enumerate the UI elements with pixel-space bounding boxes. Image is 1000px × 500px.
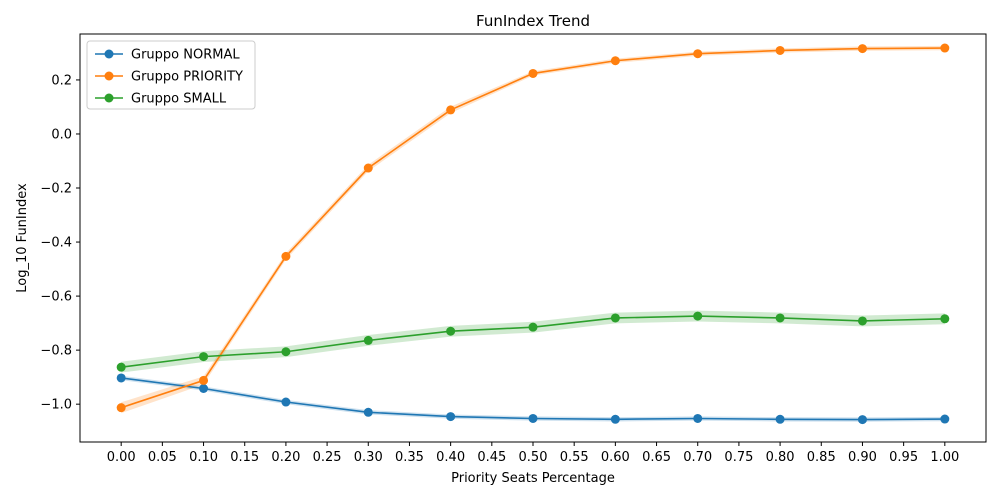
y-tick-label: 0.2 [51, 73, 72, 88]
x-tick-label: 0.95 [889, 450, 918, 465]
x-tick-label: 0.10 [189, 450, 218, 465]
x-tick-label: 0.55 [560, 450, 589, 465]
gruppo-normal-point [199, 384, 209, 394]
gruppo-small-point [940, 314, 950, 324]
gruppo-priority-point [693, 49, 703, 59]
gruppo-small-point [199, 352, 209, 362]
gruppo-priority-point [940, 43, 950, 53]
y-tick-label: −0.4 [40, 236, 72, 251]
y-tick-label: 0.0 [51, 127, 72, 142]
x-tick-label: 0.65 [642, 450, 671, 465]
x-tick-label: 0.70 [683, 450, 712, 465]
gruppo-small-point [775, 313, 785, 323]
x-tick-label: 1.00 [930, 450, 959, 465]
gruppo-normal-point [446, 412, 456, 422]
gruppo-normal-point [940, 414, 950, 424]
x-tick-label: 0.90 [848, 450, 877, 465]
gruppo-priority-point [199, 375, 209, 385]
gruppo-normal-point [857, 415, 867, 425]
gruppo-small-point [281, 347, 291, 357]
gruppo-small-point [446, 326, 456, 336]
gruppo-normal-legend-marker [104, 49, 114, 59]
y-tick-label: −1.0 [40, 398, 72, 413]
chart-title: FunIndex Trend [476, 12, 590, 30]
gruppo-priority-legend-label: Gruppo PRIORITY [131, 70, 243, 85]
gruppo-small-legend-marker [104, 93, 114, 103]
x-tick-label: 0.25 [313, 450, 342, 465]
gruppo-normal-point [363, 407, 373, 417]
x-tick-label: 0.40 [436, 450, 465, 465]
gruppo-normal-point [693, 413, 703, 423]
x-tick-label: 0.35 [395, 450, 424, 465]
x-tick-label: 0.00 [107, 450, 136, 465]
x-axis-ticks: 0.00 0.05 0.10 0.15 0.20 0.25 0.30 0.35 0.40 0.45… [107, 442, 959, 465]
y-axis-label: Log_10 FunIndex [15, 183, 30, 293]
gruppo-small-legend-label: Gruppo SMALL [131, 92, 227, 107]
legend-box [86, 40, 256, 110]
gruppo-priority-point [116, 403, 126, 413]
x-tick-label: 0.80 [766, 450, 795, 465]
x-tick-label: 0.45 [477, 450, 506, 465]
series-points [116, 43, 950, 425]
gruppo-normal-point [528, 413, 538, 423]
gruppo-priority-point [610, 56, 620, 66]
gruppo-priority-point [775, 45, 785, 55]
x-tick-label: 0.15 [230, 450, 259, 465]
gruppo-small-point [363, 335, 373, 345]
x-tick-label: 0.60 [601, 450, 630, 465]
gruppo-priority-point [446, 105, 456, 115]
gruppo-priority-point [281, 251, 291, 261]
x-tick-label: 0.30 [354, 450, 383, 465]
y-tick-label: −0.8 [40, 344, 72, 359]
plot-frame [79, 33, 987, 443]
x-tick-label: 0.75 [724, 450, 753, 465]
gruppo-normal-point [281, 397, 291, 407]
gruppo-small-point [610, 313, 620, 323]
gruppo-priority-point [363, 163, 373, 173]
x-tick-label: 0.05 [148, 450, 177, 465]
gruppo-normal-legend-label: Gruppo NORMAL [131, 48, 240, 63]
gruppo-small-point [116, 362, 126, 372]
legend: Gruppo NORMAL Gruppo PRIORITY Gruppo SMALL [86, 40, 256, 110]
x-tick-label: 0.85 [807, 450, 836, 465]
gruppo-priority-point [857, 44, 867, 54]
y-tick-label: −0.2 [40, 182, 72, 197]
gruppo-small-point [528, 322, 538, 332]
x-axis-label: Priority Seats Percentage [451, 471, 615, 486]
x-tick-label: 0.50 [519, 450, 548, 465]
gruppo-normal-point [775, 414, 785, 424]
gruppo-normal-point [610, 414, 620, 424]
y-axis-ticks: −1.0 −0.8 −0.6 −0.4 −0.2 0.0 0.2 [40, 73, 80, 413]
y-tick-label: −0.6 [40, 290, 72, 305]
gruppo-normal-line [121, 377, 945, 421]
gruppo-normal-point [116, 373, 126, 383]
gruppo-small-point [857, 316, 867, 326]
x-tick-label: 0.20 [271, 450, 300, 465]
gruppo-priority-legend-marker [104, 71, 114, 81]
gruppo-small-point [693, 311, 703, 321]
gruppo-priority-point [528, 68, 538, 78]
